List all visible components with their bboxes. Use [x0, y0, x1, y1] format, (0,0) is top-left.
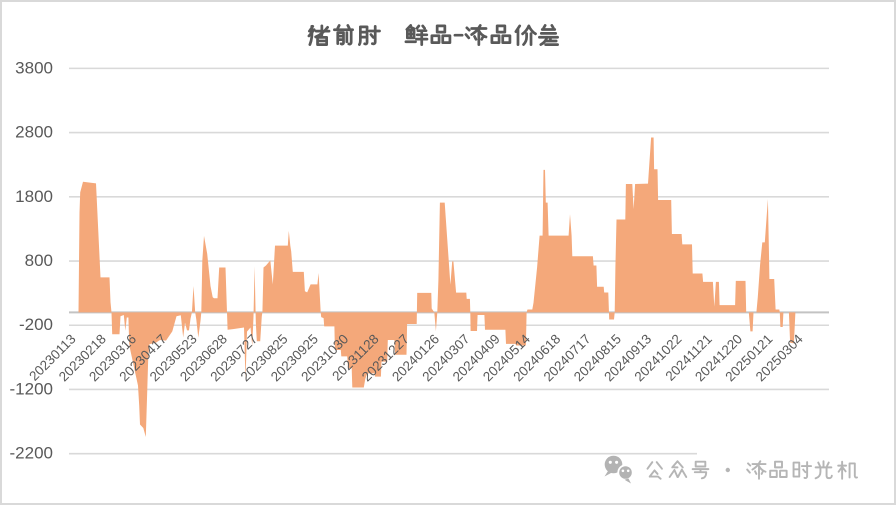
- svg-text:-1200: -1200: [10, 379, 53, 398]
- svg-text:-2200: -2200: [10, 444, 53, 463]
- svg-text:1800: 1800: [15, 187, 53, 206]
- svg-text:2800: 2800: [15, 123, 53, 142]
- svg-text:800: 800: [25, 251, 53, 270]
- svg-text:3800: 3800: [15, 58, 53, 77]
- svg-text:-200: -200: [19, 315, 53, 334]
